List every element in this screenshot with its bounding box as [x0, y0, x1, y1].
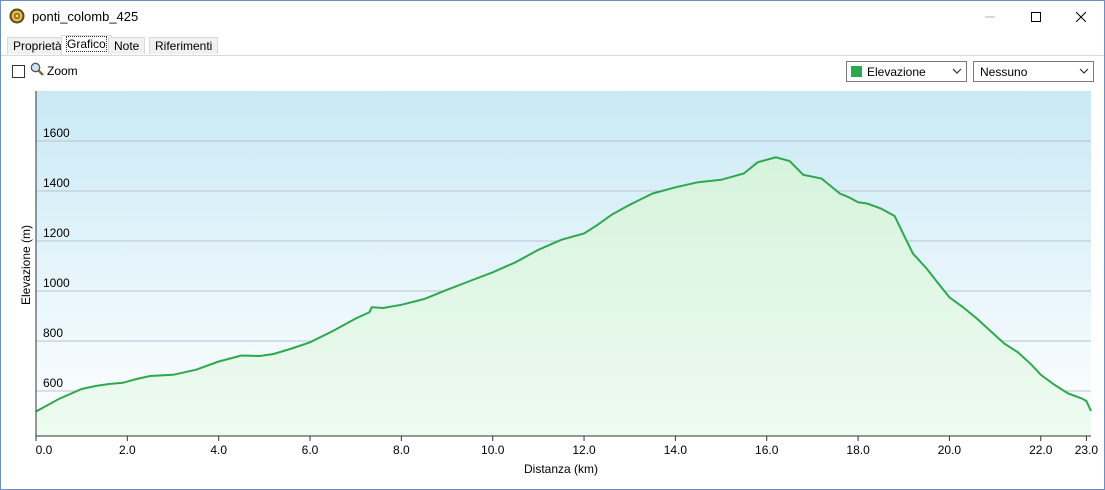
x-tick-label: 22.0 [1029, 443, 1053, 457]
x-tick-label: 10.0 [481, 443, 505, 457]
axes [35, 91, 1091, 437]
x-tick-label: 8.0 [393, 443, 410, 457]
title-bar[interactable]: ponti_colomb_425 [1, 1, 1104, 32]
x-tick-label: 0.0 [36, 443, 53, 457]
tab-proprieta[interactable]: Proprietà [7, 37, 68, 54]
y-axis-ticks: 600 800 1000 1200 1400 1600 [43, 126, 70, 390]
x-tick-label: 20.0 [938, 443, 962, 457]
magnifier-icon [30, 62, 44, 76]
y-axis-label: Elevazione (m) [19, 225, 33, 305]
tab-label: Proprietà [13, 39, 62, 53]
x-tick-label: 2.0 [119, 443, 136, 457]
tab-riferimenti[interactable]: Riferimenti [149, 37, 219, 54]
x-tick-label: 14.0 [664, 443, 688, 457]
series-select-value: Elevazione [867, 65, 926, 79]
x-axis-label: Distanza (km) [524, 462, 598, 476]
chevron-down-icon [1079, 68, 1089, 74]
zoom-checkbox[interactable] [12, 65, 25, 78]
y-tick-label: 1400 [43, 176, 70, 190]
elevation-line [35, 156, 1092, 413]
close-icon [1076, 11, 1086, 22]
x-tick-label: 23.0 [1075, 443, 1099, 457]
app-icon [9, 8, 25, 24]
chevron-down-icon [952, 68, 962, 74]
tab-label: Grafico [66, 36, 107, 52]
window-title: ponti_colomb_425 [32, 9, 139, 24]
tab-label: Riferimenti [155, 39, 213, 53]
secondary-select-value: Nessuno [980, 65, 1028, 79]
maximize-button[interactable] [1013, 1, 1059, 32]
secondary-select[interactable]: Nessuno [973, 61, 1094, 82]
x-tick-label: 12.0 [572, 443, 596, 457]
maximize-icon [1031, 11, 1041, 22]
close-button[interactable] [1058, 1, 1104, 32]
tab-strip: Proprietà Grafico Note Riferimenti [1, 32, 1104, 56]
series-select[interactable]: Elevazione [846, 61, 967, 82]
y-tick-label: 600 [43, 376, 63, 390]
series-color-swatch [851, 66, 862, 77]
elevation-area-fill [36, 157, 1091, 437]
y-tick-label: 800 [43, 326, 63, 340]
tab-note[interactable]: Note [108, 37, 146, 54]
y-tick-label: 1600 [43, 126, 70, 140]
minimize-icon [985, 16, 995, 17]
x-tick-label: 16.0 [755, 443, 779, 457]
y-tick-label: 1200 [43, 226, 70, 240]
x-tick-label: 4.0 [210, 443, 227, 457]
minimize-button[interactable] [967, 1, 1013, 32]
y-tick-label: 1000 [43, 276, 70, 290]
x-axis-ticks: 0.0 2.0 4.0 6.0 8.0 10.0 12.0 14.0 16.0 18.0 20.0 2… [35, 436, 1099, 457]
tab-grafico[interactable]: Grafico [61, 35, 112, 55]
tab-label: Note [114, 39, 140, 53]
x-tick-label: 18.0 [846, 443, 870, 457]
x-tick-label: 6.0 [302, 443, 319, 457]
zoom-label: Zoom [47, 64, 78, 78]
